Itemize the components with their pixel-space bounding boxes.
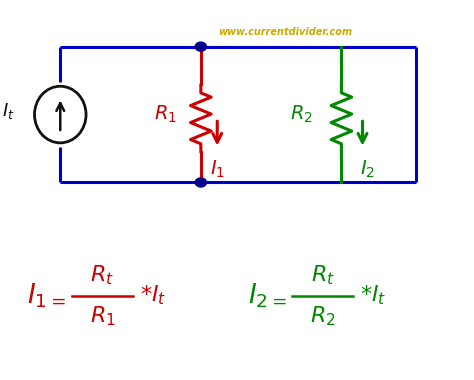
Text: $\mathit{* I_t}$: $\mathit{* I_t}$ [140, 284, 166, 307]
Text: $\mathit{R_2}$: $\mathit{R_2}$ [290, 104, 313, 125]
Text: $\mathit{I_2}$: $\mathit{I_2}$ [360, 158, 374, 180]
Circle shape [195, 178, 207, 187]
Text: $\mathit{I}_{1=}$: $\mathit{I}_{1=}$ [27, 281, 66, 310]
Circle shape [195, 42, 207, 51]
Text: $\mathit{R_2}$: $\mathit{R_2}$ [310, 304, 336, 328]
Text: $\mathit{I_t}$: $\mathit{I_t}$ [2, 101, 15, 121]
Text: $\mathit{R_t}$: $\mathit{R_t}$ [310, 263, 335, 287]
Text: $\mathit{* I_t}$: $\mathit{* I_t}$ [360, 284, 386, 307]
Text: $\mathit{I_1}$: $\mathit{I_1}$ [210, 158, 225, 180]
Text: $\mathit{R_t}$: $\mathit{R_t}$ [91, 263, 114, 287]
Text: $\mathit{I}_{2=}$: $\mathit{I}_{2=}$ [248, 281, 286, 310]
Text: $\mathit{R_1}$: $\mathit{R_1}$ [90, 304, 115, 328]
Text: www.currentdivider.com: www.currentdivider.com [218, 27, 352, 36]
Text: $\mathit{R_1}$: $\mathit{R_1}$ [154, 104, 177, 125]
